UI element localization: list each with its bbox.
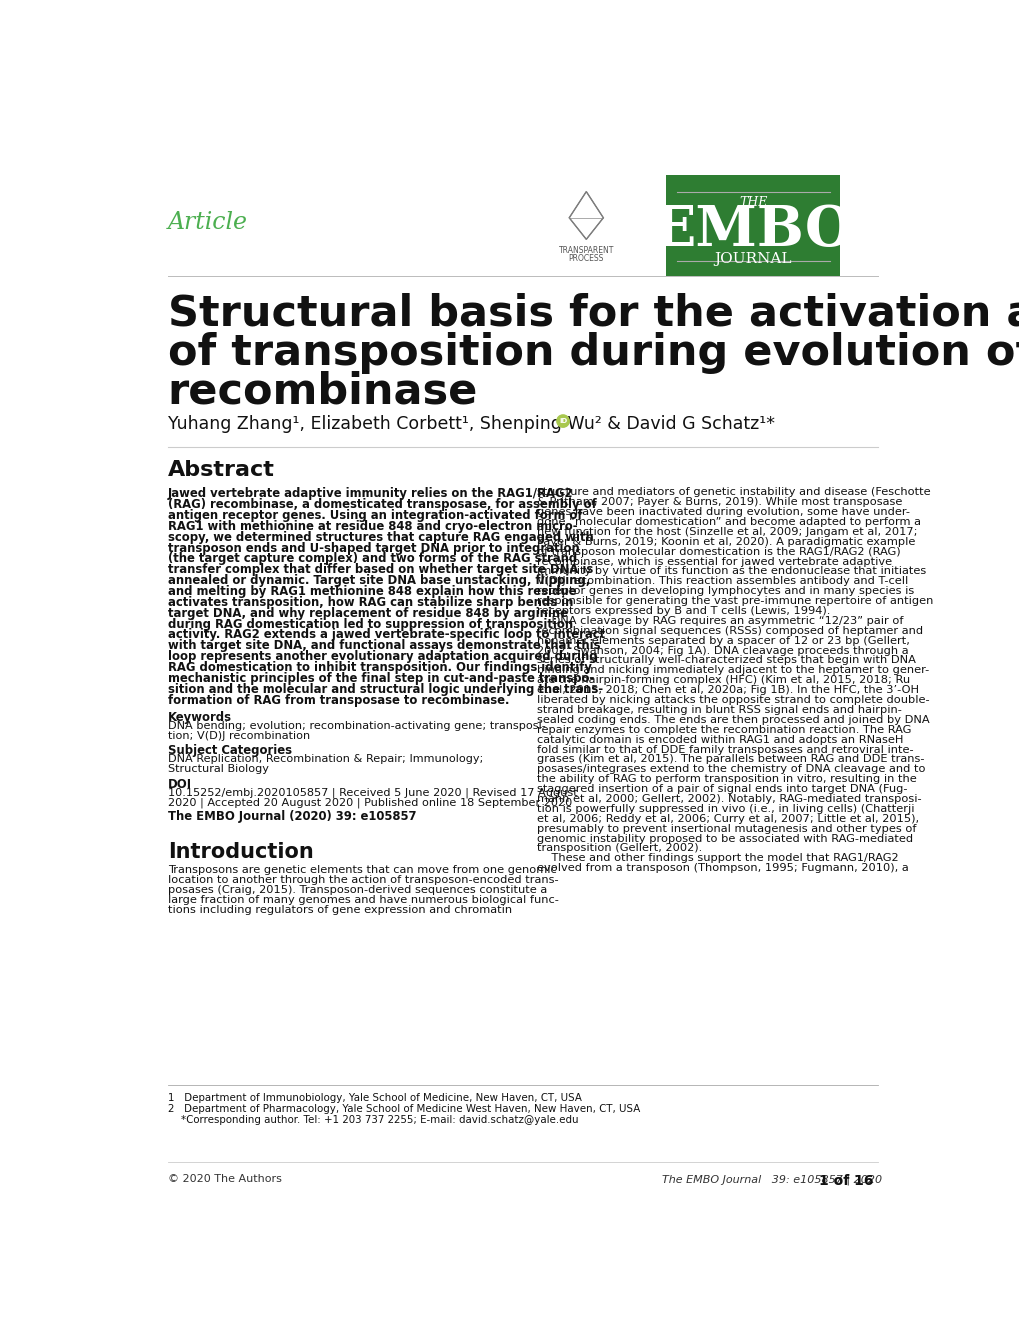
- Text: receptors expressed by B and T cells (Lewis, 1994).: receptors expressed by B and T cells (Le…: [536, 606, 829, 616]
- Text: tions including regulators of gene expression and chromatin: tions including regulators of gene expre…: [168, 906, 512, 915]
- Text: strand breakage, resulting in blunt RSS signal ends and hairpin-: strand breakage, resulting in blunt RSS …: [536, 705, 901, 716]
- Text: transfer complex that differ based on whether target site DNA is: transfer complex that differ based on wh…: [168, 563, 592, 576]
- Text: antigen receptor genes. Using an integration-activated form of: antigen receptor genes. Using an integra…: [168, 509, 582, 523]
- Text: Payer & Burns, 2019; Koonin et al, 2020). A paradigmatic example: Payer & Burns, 2019; Koonin et al, 2020)…: [536, 537, 914, 547]
- Text: series of structurally well-characterized steps that begin with DNA: series of structurally well-characterize…: [536, 655, 915, 666]
- Text: 1   Department of Immunobiology, Yale School of Medicine, New Haven, CT, USA: 1 Department of Immunobiology, Yale Scho…: [168, 1093, 581, 1103]
- Text: TRANSPARENT: TRANSPARENT: [558, 245, 613, 255]
- Text: 1 of 16: 1 of 16: [818, 1174, 872, 1189]
- Text: Structural basis for the activation and suppression: Structural basis for the activation and …: [168, 293, 1019, 335]
- Text: The EMBO Journal (2020) 39: e105857: The EMBO Journal (2020) 39: e105857: [168, 809, 416, 823]
- Text: tion is powerfully suppressed in vivo (i.e., in living cells) (Chatterji: tion is powerfully suppressed in vivo (i…: [536, 804, 913, 813]
- Text: RAG domestication to inhibit transposition. Our findings identify: RAG domestication to inhibit transpositi…: [168, 661, 591, 674]
- Text: Yuhang Zhang¹, Elizabeth Corbett¹, Shenping Wu² & David G Schatz¹*: Yuhang Zhang¹, Elizabeth Corbett¹, Shenp…: [168, 415, 774, 433]
- Text: during RAG domestication led to suppression of transposition: during RAG domestication led to suppress…: [168, 618, 573, 631]
- Text: location to another through the action of transposon-encoded trans-: location to another through the action o…: [168, 875, 557, 886]
- Text: large fraction of many genomes and have numerous biological func-: large fraction of many genomes and have …: [168, 895, 558, 906]
- Text: activates transposition, how RAG can stabilize sharp bends in: activates transposition, how RAG can sta…: [168, 596, 573, 608]
- Text: DNA Replication, Recombination & Repair; Immunology;: DNA Replication, Recombination & Repair;…: [168, 754, 483, 764]
- Text: 10.15252/embj.2020105857 | Received 5 June 2020 | Revised 17 August: 10.15252/embj.2020105857 | Received 5 Ju…: [168, 788, 577, 799]
- Text: annealed or dynamic. Target site DNA base unstacking, flipping,: annealed or dynamic. Target site DNA bas…: [168, 574, 589, 587]
- Text: presumably to prevent insertional mutagenesis and other types of: presumably to prevent insertional mutage…: [536, 824, 915, 833]
- Text: These and other findings support the model that RAG1/RAG2: These and other findings support the mod…: [536, 854, 898, 863]
- Text: and melting by RAG1 methionine 848 explain how this residue: and melting by RAG1 methionine 848 expla…: [168, 586, 576, 598]
- Text: Subject Categories: Subject Categories: [168, 745, 291, 757]
- Text: with target site DNA, and functional assays demonstrate that this: with target site DNA, and functional ass…: [168, 639, 600, 653]
- Text: transposon ends and U-shaped target DNA prior to integration: transposon ends and U-shaped target DNA …: [168, 541, 579, 555]
- Text: Structural Biology: Structural Biology: [168, 765, 268, 775]
- Text: Article: Article: [168, 210, 248, 234]
- Text: (the target capture complex) and two forms of the RAG strand: (the target capture complex) and two for…: [168, 552, 577, 565]
- Text: liberated by nicking attacks the opposite strand to complete double-: liberated by nicking attacks the opposit…: [536, 695, 928, 705]
- Text: of transposon molecular domestication is the RAG1/RAG2 (RAG): of transposon molecular domestication is…: [536, 547, 900, 556]
- Text: 2002; Swanson, 2004; Fig 1A). DNA cleavage proceeds through a: 2002; Swanson, 2004; Fig 1A). DNA cleava…: [536, 646, 908, 655]
- Text: gone “molecular domestication” and become adapted to perform a: gone “molecular domestication” and becom…: [536, 517, 920, 527]
- Text: Abstract: Abstract: [168, 460, 274, 480]
- Text: recombinase, which is essential for jawed vertebrate adaptive: recombinase, which is essential for jawe…: [536, 556, 891, 567]
- Text: mann et al, 2000; Gellert, 2002). Notably, RAG-mediated transposi-: mann et al, 2000; Gellert, 2002). Notabl…: [536, 795, 920, 804]
- Text: (RAG) recombinase, a domesticated transposase, for assembly of: (RAG) recombinase, a domesticated transp…: [168, 498, 596, 511]
- Text: fold similar to that of DDE family transposases and retroviral inte-: fold similar to that of DDE family trans…: [536, 745, 912, 754]
- Text: recombinase: recombinase: [168, 370, 478, 413]
- Text: EMBO: EMBO: [652, 204, 853, 259]
- Text: iD: iD: [558, 418, 567, 425]
- Text: The EMBO Journal   39: e105857 | 2020: The EMBO Journal 39: e105857 | 2020: [661, 1174, 881, 1185]
- Text: formation of RAG from transposase to recombinase.: formation of RAG from transposase to rec…: [168, 694, 508, 706]
- Text: Introduction: Introduction: [168, 843, 313, 862]
- Circle shape: [556, 415, 569, 427]
- Text: et al, 2006; Reddy et al, 2006; Curry et al, 2007; Little et al, 2015),: et al, 2006; Reddy et al, 2006; Curry et…: [536, 813, 918, 824]
- Text: sealed coding ends. The ends are then processed and joined by DNA: sealed coding ends. The ends are then pr…: [536, 714, 928, 725]
- Text: of transposition during evolution of the RAG: of transposition during evolution of the…: [168, 332, 1019, 374]
- Text: nonamer elements separated by a spacer of 12 or 23 bp (Gellert,: nonamer elements separated by a spacer o…: [536, 635, 909, 646]
- Text: transposition (Gellert, 2002).: transposition (Gellert, 2002).: [536, 843, 701, 854]
- Text: Jawed vertebrate adaptive immunity relies on the RAG1/RAG2: Jawed vertebrate adaptive immunity relie…: [168, 488, 573, 500]
- Text: *Corresponding author. Tel: +1 203 737 2255; E-mail: david.schatz@yale.edu: *Corresponding author. Tel: +1 203 737 2…: [168, 1115, 578, 1124]
- Text: the ability of RAG to perform transposition in vitro, resulting in the: the ability of RAG to perform transposit…: [536, 775, 915, 784]
- Text: DOI: DOI: [168, 777, 192, 791]
- Text: & Pritham, 2007; Payer & Burns, 2019). While most transposase: & Pritham, 2007; Payer & Burns, 2019). W…: [536, 497, 901, 507]
- Text: immunity by virtue of its function as the endonuclease that initiates: immunity by virtue of its function as th…: [536, 567, 925, 576]
- Text: grases (Kim et al, 2015). The parallels between RAG and DDE trans-: grases (Kim et al, 2015). The parallels …: [536, 754, 923, 764]
- Text: binding and nicking immediately adjacent to the heptamer to gener-: binding and nicking immediately adjacent…: [536, 666, 928, 675]
- Text: THE: THE: [739, 196, 766, 209]
- Text: Transposons are genetic elements that can move from one genomic: Transposons are genetic elements that ca…: [168, 866, 556, 875]
- Text: DNA bending; evolution; recombination-activating gene; transposi-: DNA bending; evolution; recombination-ac…: [168, 721, 545, 732]
- Text: posases/integrases extend to the chemistry of DNA cleavage and to: posases/integrases extend to the chemist…: [536, 764, 924, 775]
- Text: evolved from a transposon (Thompson, 1995; Fugmann, 2010), a: evolved from a transposon (Thompson, 199…: [536, 863, 908, 874]
- Text: responsible for generating the vast pre-immune repertoire of antigen: responsible for generating the vast pre-…: [536, 596, 932, 606]
- Text: et al, 2015, 2018; Chen et al, 2020a; Fig 1B). In the HFC, the 3’-OH: et al, 2015, 2018; Chen et al, 2020a; Fi…: [536, 685, 918, 695]
- Text: scopy, we determined structures that capture RAG engaged with: scopy, we determined structures that cap…: [168, 531, 593, 544]
- Text: RAG1 with methionine at residue 848 and cryo-electron micro-: RAG1 with methionine at residue 848 and …: [168, 520, 577, 533]
- Text: loop represents another evolutionary adaptation acquired during: loop represents another evolutionary ada…: [168, 650, 597, 663]
- Text: JOURNAL: JOURNAL: [714, 252, 792, 267]
- Text: PROCESS: PROCESS: [568, 255, 603, 263]
- Text: genomic instability proposed to be associated with RAG-mediated: genomic instability proposed to be assoc…: [536, 833, 912, 844]
- Text: catalytic domain is encoded within RAG1 and adopts an RNaseH: catalytic domain is encoded within RAG1 …: [536, 734, 902, 745]
- Text: 2   Department of Pharmacology, Yale School of Medicine West Haven, New Haven, C: 2 Department of Pharmacology, Yale Schoo…: [168, 1104, 640, 1114]
- Text: activity. RAG2 extends a jawed vertebrate-specific loop to interact: activity. RAG2 extends a jawed vertebrat…: [168, 628, 604, 642]
- Text: V(D)J recombination. This reaction assembles antibody and T-cell: V(D)J recombination. This reaction assem…: [536, 576, 907, 587]
- FancyBboxPatch shape: [665, 174, 840, 276]
- Text: staggered insertion of a pair of signal ends into target DNA (Fug-: staggered insertion of a pair of signal …: [536, 784, 906, 795]
- Text: Keywords: Keywords: [168, 712, 231, 725]
- Text: © 2020 The Authors: © 2020 The Authors: [168, 1174, 281, 1185]
- Text: posases (Craig, 2015). Transposon-derived sequences constitute a: posases (Craig, 2015). Transposon-derive…: [168, 886, 546, 895]
- Text: new function for the host (Sinzelle et al, 2009; Jangam et al, 2017;: new function for the host (Sinzelle et a…: [536, 527, 916, 537]
- Text: DNA cleavage by RAG requires an asymmetric “12/23” pair of: DNA cleavage by RAG requires an asymmetr…: [536, 616, 902, 626]
- Text: repair enzymes to complete the recombination reaction. The RAG: repair enzymes to complete the recombina…: [536, 725, 910, 734]
- Text: ate the hairpin-forming complex (HFC) (Kim et al, 2015, 2018; Ru: ate the hairpin-forming complex (HFC) (K…: [536, 675, 909, 685]
- Text: genes have been inactivated during evolution, some have under-: genes have been inactivated during evolu…: [536, 507, 909, 517]
- Text: receptor genes in developing lymphocytes and in many species is: receptor genes in developing lymphocytes…: [536, 586, 913, 596]
- Text: recombination signal sequences (RSSs) composed of heptamer and: recombination signal sequences (RSSs) co…: [536, 626, 922, 635]
- Text: structure and mediators of genetic instability and disease (Feschotte: structure and mediators of genetic insta…: [536, 488, 929, 497]
- Text: mechanistic principles of the final step in cut-and-paste transpo-: mechanistic principles of the final step…: [168, 671, 594, 685]
- Text: 2020 | Accepted 20 August 2020 | Published online 18 September 2020: 2020 | Accepted 20 August 2020 | Publish…: [168, 797, 572, 808]
- Text: target DNA, and why replacement of residue 848 by arginine: target DNA, and why replacement of resid…: [168, 607, 568, 619]
- Text: sition and the molecular and structural logic underlying the trans-: sition and the molecular and structural …: [168, 682, 602, 695]
- Text: tion; V(D)J recombination: tion; V(D)J recombination: [168, 732, 310, 741]
